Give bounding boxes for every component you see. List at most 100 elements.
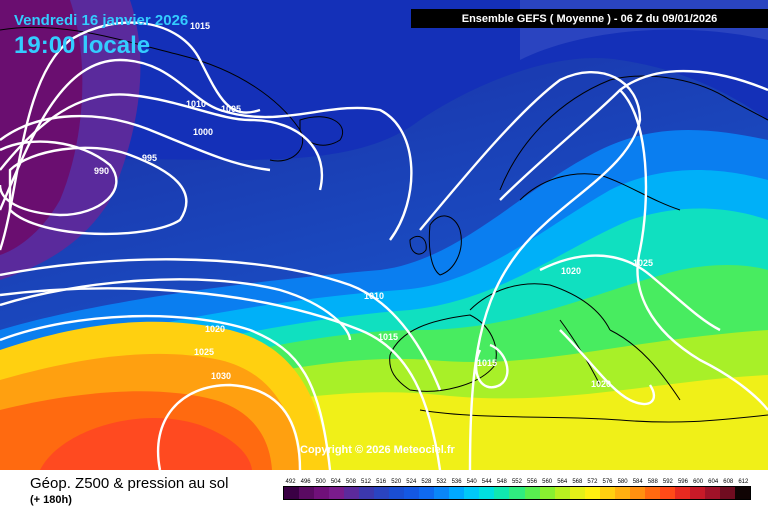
scale-swatch (674, 487, 690, 499)
scale-value-label: 580 (617, 479, 628, 485)
isobar-label-1010-mid: 1010 (364, 291, 384, 301)
scale-value-label: 492 (285, 479, 296, 485)
isobar-label-995: 995 (142, 153, 157, 163)
scale-swatch (359, 487, 375, 499)
isobar-label-1000: 1000 (193, 127, 213, 137)
scale-swatch (479, 487, 495, 499)
scale-value-label: 500 (315, 479, 326, 485)
isobar-label-1015: 1015 (190, 21, 210, 31)
geopotential-map: 1015 1010 1005 1000 995 990 1020 1025 10… (0, 0, 768, 470)
isobar-label-1030: 1030 (211, 371, 231, 381)
isobar-995 (8, 146, 188, 236)
scale-swatch (374, 487, 390, 499)
forecast-time: 19:00 locale (14, 32, 151, 59)
scale-swatch (329, 487, 345, 499)
scale-swatch (389, 487, 405, 499)
scale-value-label: 548 (496, 479, 507, 485)
scale-swatch (284, 487, 300, 499)
scale-value-label: 604 (708, 479, 719, 485)
scale-value-label: 600 (693, 479, 704, 485)
scale-value-label: 596 (677, 479, 688, 485)
isobar-label-1020-balkans: 1020 (591, 379, 611, 389)
isobar-1030 (156, 383, 302, 470)
isobar-label-1025: 1025 (194, 347, 214, 357)
isobar-label-1005: 1005 (221, 104, 241, 114)
scale-swatch (734, 487, 750, 499)
scale-swatch (689, 487, 705, 499)
isobar-label-1020: 1020 (205, 324, 225, 334)
scale-swatch (719, 487, 735, 499)
isobar-1015-north (0, 21, 261, 251)
britain-coast (428, 215, 462, 276)
scale-swatch (584, 487, 600, 499)
isobar-990 (0, 140, 118, 217)
forecast-horizon: (+ 180h) (30, 494, 72, 506)
color-scale: 492 496 500 504 508 512 516 520 524 528 532 536 540 5… (283, 479, 751, 500)
scale-swatch (524, 487, 540, 499)
isobar-1000 (0, 114, 271, 172)
isobar-label-1015-iberia: 1015 (477, 358, 497, 368)
scale-swatch (614, 487, 630, 499)
isobar-label-990: 990 (94, 166, 109, 176)
scale-swatch (704, 487, 720, 499)
greenland-coast (0, 26, 304, 162)
isobars (0, 21, 768, 470)
isobar-1020-central (539, 254, 721, 332)
scale-swatch (509, 487, 525, 499)
isobar-1025 (0, 314, 332, 470)
scale-value-label: 512 (361, 479, 372, 485)
scale-value-label: 584 (632, 479, 643, 485)
balkans-coast (609, 329, 681, 401)
scale-swatch (464, 487, 480, 499)
scale-value-label: 532 (436, 479, 447, 485)
scale-swatch (494, 487, 510, 499)
isobar-labels: 1015 1010 1005 1000 995 990 1020 1025 10… (94, 21, 653, 389)
product-title: Géop. Z500 & pression au sol (30, 475, 229, 492)
scale-swatch (434, 487, 450, 499)
scale-value-label: 564 (557, 479, 568, 485)
scale-value-label: 552 (511, 479, 522, 485)
z500-band-cold (0, 0, 768, 170)
model-run-label: Ensemble GEFS ( Moyenne ) - 06 Z du 09/0… (411, 9, 768, 28)
isobar-1025-east (619, 89, 768, 411)
scale-value-label: 588 (647, 479, 658, 485)
scale-value-label: 496 (300, 479, 311, 485)
baltic-coast (519, 173, 681, 211)
scale-swatch (404, 487, 420, 499)
scale-value-label: 516 (376, 479, 387, 485)
scale-swatch (299, 487, 315, 499)
scale-value-label: 504 (330, 479, 341, 485)
isobar-label-1020-central: 1020 (561, 266, 581, 276)
color-scale-labels: 492 496 500 504 508 512 516 520 524 528 532 536 540 5… (283, 479, 751, 485)
scale-swatch (539, 487, 555, 499)
scale-swatch (644, 487, 660, 499)
color-scale-swatches (283, 486, 751, 500)
iberia-coast (389, 314, 497, 392)
scale-value-label: 524 (406, 479, 417, 485)
scale-value-label: 508 (345, 479, 356, 485)
scale-value-label: 528 (421, 479, 432, 485)
isobar-label-1015-mid: 1015 (378, 332, 398, 342)
scandinavia-coast (499, 75, 768, 191)
forecast-date: Vendredi 16 janvier 2026 (14, 12, 189, 29)
isobar-1015-mid (0, 287, 442, 470)
scale-value-label: 568 (572, 479, 583, 485)
scale-value-label: 576 (602, 479, 613, 485)
scale-swatch (419, 487, 435, 499)
isobar-1005 (0, 93, 323, 191)
coastlines (0, 26, 768, 423)
scale-swatch (344, 487, 360, 499)
isobar-label-1025-east: 1025 (633, 258, 653, 268)
scale-swatch (449, 487, 465, 499)
north-africa-coast (419, 409, 768, 423)
scale-swatch (314, 487, 330, 499)
copyright-notice: Copyright © 2026 Meteociel.fr (300, 444, 455, 456)
scale-swatch (554, 487, 570, 499)
scale-swatch (569, 487, 585, 499)
scale-value-label: 540 (466, 479, 477, 485)
scale-swatch (659, 487, 675, 499)
scale-value-label: 536 (451, 479, 462, 485)
scale-value-label: 560 (542, 479, 553, 485)
scale-value-label: 572 (587, 479, 598, 485)
scale-value-label: 612 (738, 479, 749, 485)
